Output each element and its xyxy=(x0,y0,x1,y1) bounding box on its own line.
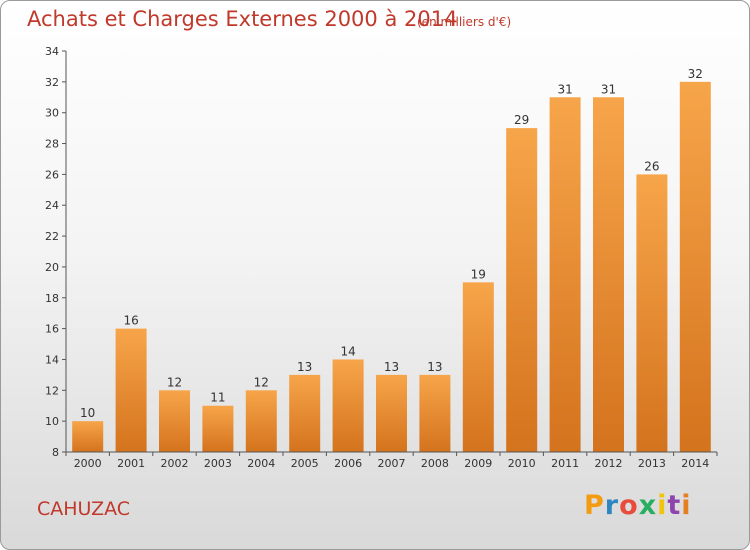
bar xyxy=(549,97,581,453)
bar-value-label: 26 xyxy=(644,159,659,173)
logo-letter: i xyxy=(681,490,692,521)
y-tick-label: 26 xyxy=(45,168,59,181)
bar-value-label: 32 xyxy=(688,67,703,81)
y-tick-label: 34 xyxy=(45,45,59,58)
bar xyxy=(332,359,364,452)
bar-value-label: 13 xyxy=(384,360,399,374)
y-tick-label: 8 xyxy=(52,446,59,459)
commune-name: CAHUZAC xyxy=(37,498,131,520)
bar xyxy=(419,374,451,452)
y-tick-label: 22 xyxy=(45,230,59,243)
x-tick-label: 2003 xyxy=(204,457,232,470)
y-tick-label: 18 xyxy=(45,292,59,305)
bar-value-label: 14 xyxy=(340,344,355,358)
x-tick-label: 2006 xyxy=(334,457,362,470)
y-tick-label: 10 xyxy=(45,415,59,428)
bar-value-label: 13 xyxy=(427,360,442,374)
bar xyxy=(245,390,277,452)
bar-value-label: 31 xyxy=(557,82,572,96)
x-tick-label: 2013 xyxy=(638,457,666,470)
bar-value-label: 11 xyxy=(210,391,225,405)
bar xyxy=(115,328,147,452)
bar xyxy=(679,81,711,452)
y-tick-label: 28 xyxy=(45,138,59,151)
bar xyxy=(636,174,668,452)
y-axis: 8 10 12 14 16 18 20 22 24 26 28 30 32 34 xyxy=(45,45,67,459)
chart-title: Achats et Charges Externes 2000 à 2014 xyxy=(27,7,458,31)
bar-value-label: 12 xyxy=(254,375,269,389)
logo-letter: P xyxy=(584,490,605,521)
bar-value-label: 29 xyxy=(514,113,529,127)
bar xyxy=(72,421,104,452)
logo-letter: i xyxy=(657,490,668,521)
bar xyxy=(289,374,321,452)
bar-value-label: 31 xyxy=(601,82,616,96)
bar xyxy=(202,405,234,452)
bar xyxy=(376,374,407,452)
bar-value-label: 13 xyxy=(297,360,312,374)
y-tick-label: 30 xyxy=(45,107,59,120)
x-tick-label: 2002 xyxy=(161,457,189,470)
y-tick-label: 16 xyxy=(45,323,59,336)
x-tick-label: 2004 xyxy=(247,457,275,470)
bar-value-label: 16 xyxy=(123,314,138,328)
logo-letter: t xyxy=(667,490,682,521)
bar-value-label: 19 xyxy=(471,267,486,281)
y-tick-label: 12 xyxy=(45,384,59,397)
x-tick-label: 2009 xyxy=(464,457,492,470)
bar-value-label: 10 xyxy=(80,406,95,420)
x-tick-label: 2007 xyxy=(378,457,406,470)
bar-value-label: 12 xyxy=(167,375,182,389)
y-tick-label: 20 xyxy=(45,261,59,274)
proxiti-logo: Proxiti xyxy=(584,490,692,521)
logo-letter: x xyxy=(638,490,658,521)
logo-letter: r xyxy=(604,490,620,521)
x-tick-label: 2011 xyxy=(551,457,579,470)
bar xyxy=(159,390,190,452)
x-tick-label: 2014 xyxy=(681,457,709,470)
x-axis: 2000 2001 2002 2003 2004 2005 2006 2007 2008 2009… xyxy=(65,451,718,470)
x-tick-label: 2001 xyxy=(117,457,145,470)
x-tick-label: 2000 xyxy=(74,457,102,470)
y-tick-label: 24 xyxy=(45,199,59,212)
chart-unit: (en milliers d'€) xyxy=(417,15,512,29)
x-tick-label: 2005 xyxy=(291,457,319,470)
x-tick-label: 2008 xyxy=(421,457,449,470)
bar xyxy=(593,97,624,453)
logo-letter: o xyxy=(619,490,639,521)
x-tick-label: 2010 xyxy=(508,457,536,470)
y-tick-label: 14 xyxy=(45,353,59,366)
bar xyxy=(462,282,494,452)
x-tick-label: 2012 xyxy=(595,457,623,470)
bars: 10 16 12 11 12 13 14 13 13 19 29 31 31 26 32 xyxy=(72,67,711,453)
y-tick-label: 32 xyxy=(45,76,59,89)
bar xyxy=(506,128,538,452)
